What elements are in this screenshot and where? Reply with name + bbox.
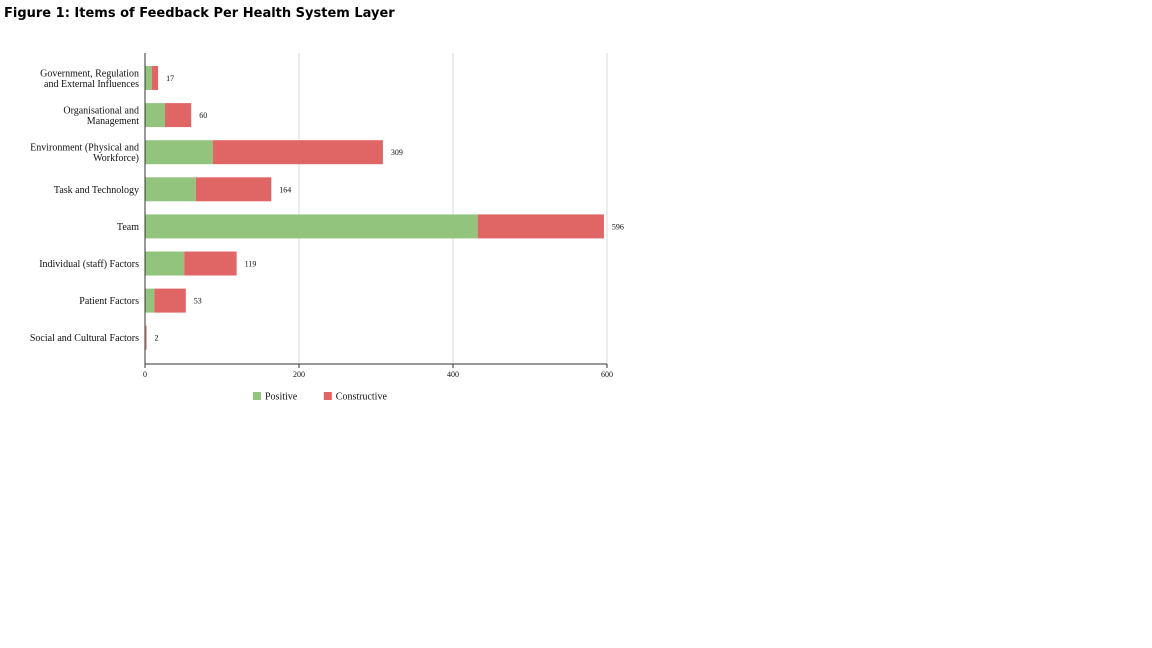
bar-total-label: 2 — [155, 334, 159, 343]
legend-label-constructive: Constructive — [336, 392, 388, 403]
bar-segment-positive — [145, 251, 185, 276]
category-label: Individual (staff) Factors — [39, 259, 139, 270]
bar-segment-positive — [145, 288, 155, 313]
bar-segment-constructive — [477, 214, 604, 239]
bar-total-label: 596 — [612, 222, 624, 231]
bar-segment-constructive — [195, 177, 272, 202]
bar-segment-constructive — [154, 288, 186, 313]
bar-total-label: 53 — [194, 297, 202, 306]
bar-total-label: 309 — [391, 148, 403, 157]
legend-swatch-positive — [253, 392, 261, 400]
bar-segment-positive — [145, 103, 166, 128]
legend-label-positive: Positive — [265, 392, 298, 403]
bar-segment-constructive — [151, 66, 159, 90]
bar-segment-constructive — [212, 140, 383, 165]
bar-total-label: 164 — [279, 185, 291, 194]
category-label: Social and Cultural Factors — [30, 333, 139, 344]
x-tick-label: 200 — [293, 370, 305, 379]
x-tick-label: 0 — [143, 370, 147, 379]
category-label: Organisational and Management — [63, 105, 139, 127]
x-tick-label: 600 — [601, 370, 613, 379]
legend-swatch-constructive — [323, 392, 332, 400]
bar-total-label: 17 — [166, 74, 174, 83]
category-label: Team — [117, 222, 139, 233]
gridlines — [298, 53, 608, 364]
legend: Positive Constructive — [253, 392, 387, 403]
bar-segment-positive — [145, 140, 213, 165]
figure-title: Figure 1: Items of Feedback Per Health S… — [4, 6, 395, 21]
category-label: Government, Regulation and External Influ… — [40, 68, 139, 90]
labels: 17 Government, Regulation and External Inf… — [30, 68, 624, 344]
bar-segment-constructive — [145, 325, 147, 350]
x-tick-label: 400 — [447, 370, 459, 379]
bar-segment-positive — [145, 177, 196, 202]
category-label: Task and Technology — [54, 185, 139, 196]
bar-segment-constructive — [184, 251, 237, 276]
bar-total-label: 119 — [245, 260, 257, 269]
bar-segment-constructive — [165, 103, 192, 128]
bar-segment-positive — [145, 66, 152, 90]
category-label: Environment (Physical and Workforce) — [30, 142, 139, 164]
bar-total-label: 60 — [199, 111, 207, 120]
category-label: Patient Factors — [79, 296, 139, 307]
axes: 0 200 400 600 — [143, 53, 613, 379]
bar-segment-positive — [145, 214, 478, 239]
bars — [145, 66, 604, 350]
